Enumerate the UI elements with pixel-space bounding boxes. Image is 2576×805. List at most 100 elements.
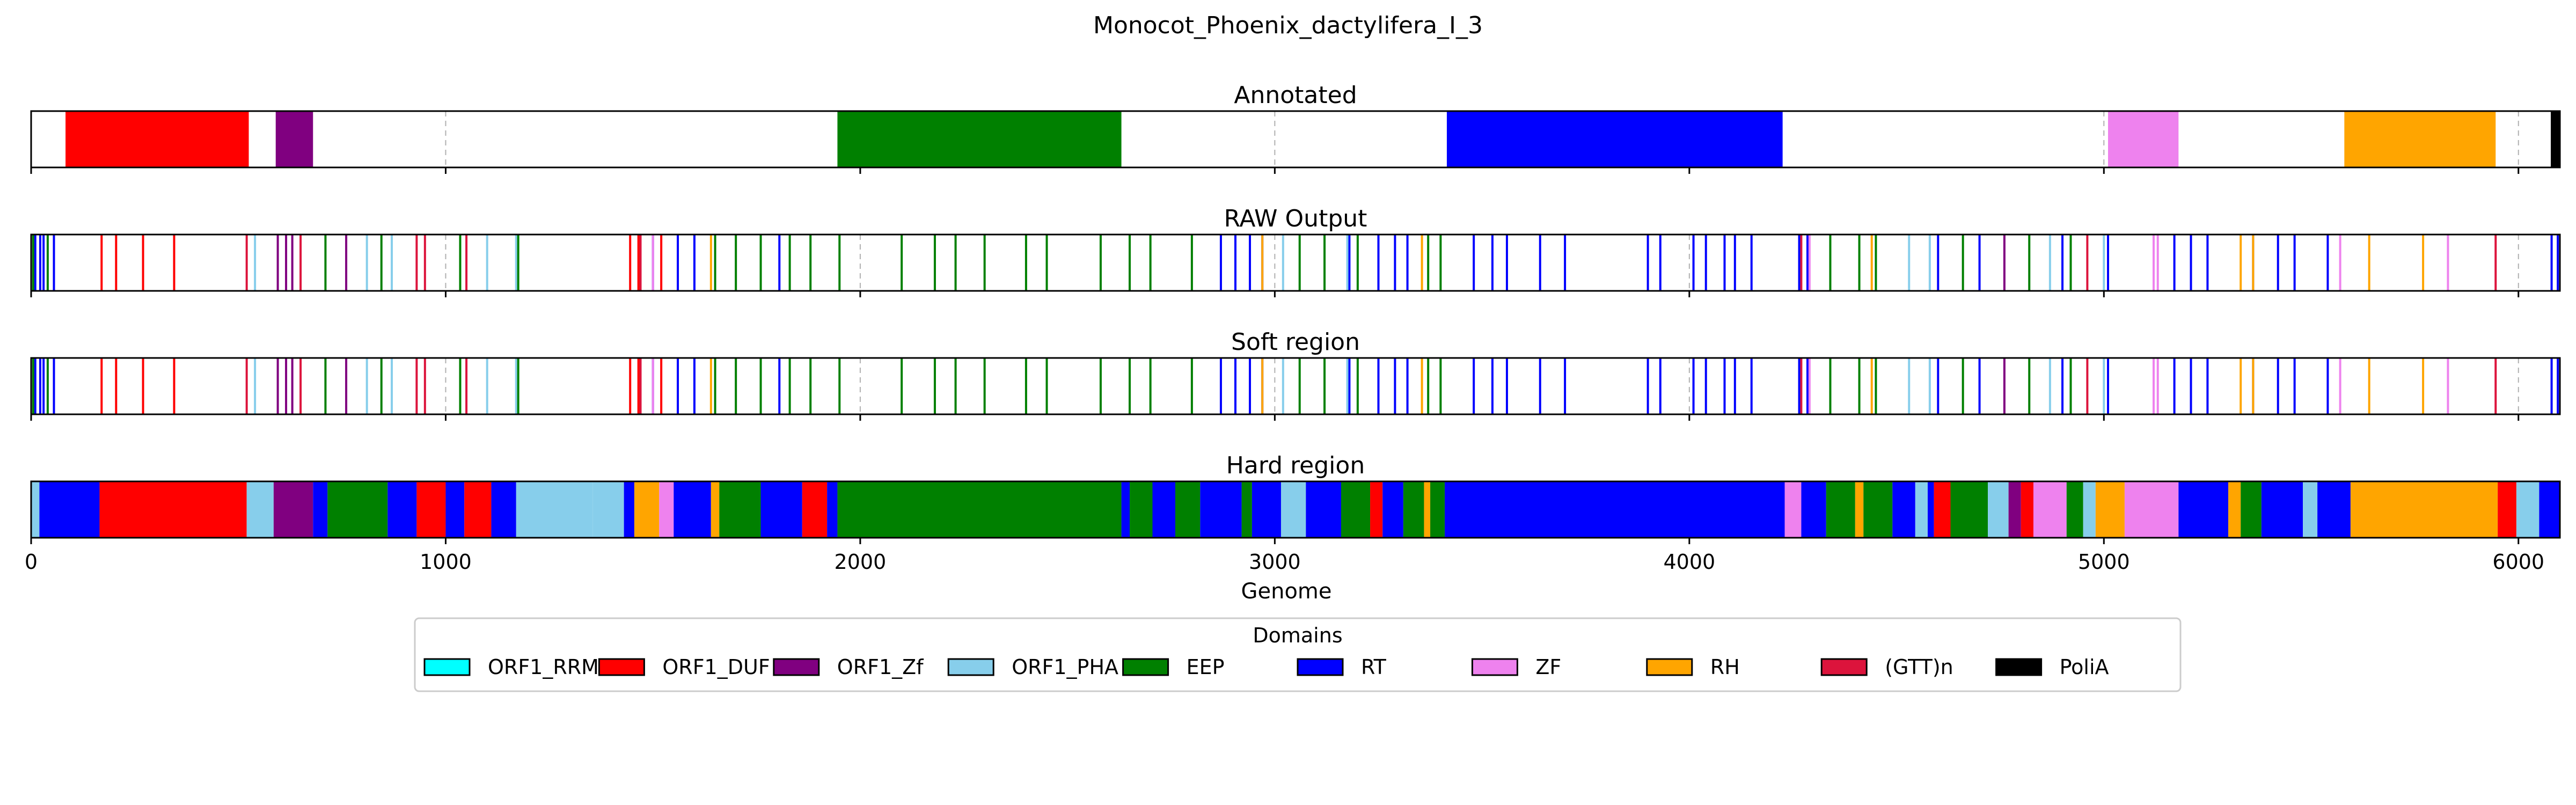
segment-rt — [1928, 481, 1934, 538]
segment-rt — [2317, 481, 2351, 538]
segment-eep — [837, 111, 1122, 167]
segment-rt — [1252, 481, 1281, 538]
segment-orf1-duf — [464, 481, 492, 538]
segment-orf1-duf — [1934, 481, 1951, 538]
segment-orf1-duf — [1370, 481, 1383, 538]
segment-eep — [1241, 481, 1252, 538]
segment-rt — [39, 481, 100, 538]
segment-eep — [1826, 481, 1855, 538]
segment-eep — [1403, 481, 1424, 538]
segment-orf1-pha — [246, 481, 274, 538]
segment-rt — [1801, 481, 1826, 538]
panel-frame — [30, 480, 2561, 539]
segment-rt — [313, 481, 328, 538]
legend-box — [414, 617, 2182, 692]
legend-label: ZF — [1535, 655, 1561, 679]
segment-polia — [2551, 111, 2560, 167]
segment-rt — [827, 481, 838, 538]
segment-orf1-duf — [2498, 481, 2516, 538]
panel-frame — [30, 357, 2561, 415]
segment-orf1-pha — [516, 481, 593, 538]
segment-rh — [2350, 481, 2498, 538]
segment-rt — [760, 481, 802, 538]
legend-swatch — [1297, 658, 1344, 676]
x-tick-label: 4000 — [1663, 550, 1715, 574]
segment-orf1-pha — [2083, 481, 2096, 538]
segment-rt — [445, 481, 465, 538]
legend: Domains ORF1_RRM ORF1_DUF ORF1_Zf ORF1_PHA EE… — [414, 617, 2182, 692]
legend-entry-rh: RH — [1646, 655, 1740, 679]
segment-zf — [2124, 481, 2179, 538]
segment-orf1-duf — [65, 111, 249, 167]
segment-orf1-pha — [1915, 481, 1928, 538]
segment-orf1-duf — [2021, 481, 2033, 538]
segment-rt — [2178, 481, 2229, 538]
segment-orf1-zf — [273, 481, 313, 538]
segment-orf1-zf — [275, 111, 313, 167]
legend-swatch — [947, 658, 994, 676]
legend-swatch — [1471, 658, 1518, 676]
segment-orf1-duf — [802, 481, 828, 538]
panel-title: RAW Output — [1224, 205, 1367, 232]
panel-title: Soft region — [1231, 328, 1360, 356]
segment-rt — [674, 481, 711, 538]
legend-label: RT — [1361, 655, 1387, 679]
panel-title: Annotated — [1234, 82, 1357, 109]
segment-rt — [387, 481, 417, 538]
segment-eep — [2066, 481, 2083, 538]
segment-rh — [2344, 111, 2496, 167]
segment-orf1-pha — [1988, 481, 2009, 538]
segment-rt — [1121, 481, 1130, 538]
legend-label: ORF1_DUF — [662, 655, 770, 679]
segment-zf — [2033, 481, 2067, 538]
legend-entry-orf1-pha: ORF1_PHA — [947, 655, 1118, 679]
segment-eep — [2241, 481, 2262, 538]
panel-raw-output: RAW Output — [30, 205, 2561, 297]
segment-orf1-pha — [31, 481, 40, 538]
segment-orf1-pha — [2516, 481, 2540, 538]
segment-orf1-zf — [2008, 481, 2021, 538]
segment-rh — [1855, 481, 1864, 538]
legend-entry-rt: RT — [1297, 655, 1387, 679]
segment-eep — [327, 481, 388, 538]
legend-swatch — [1820, 658, 1868, 676]
legend-swatch — [773, 658, 820, 676]
panel-title: Hard region — [1226, 452, 1365, 479]
panels: Annotated RAW Output Soft region Hard regio… — [30, 82, 2561, 544]
x-tick-label: 6000 — [2492, 550, 2544, 574]
x-axis: 0 1000 2000 3000 4000 5000 6000 — [25, 550, 2544, 574]
segment-rt — [1892, 481, 1915, 538]
segment-rh — [1424, 481, 1431, 538]
segment-zf — [2108, 111, 2179, 167]
chart-title: Monocot_Phoenix_dactylifera_I_3 — [1093, 12, 1483, 39]
legend-swatch — [423, 658, 471, 676]
x-tick-label: 0 — [25, 550, 38, 574]
legend-entry-orf1-rrm: ORF1_RRM — [423, 655, 599, 679]
segment-rt — [1382, 481, 1403, 538]
segment-eep — [1341, 481, 1371, 538]
segment-eep — [1130, 481, 1153, 538]
x-tick-label: 1000 — [420, 550, 472, 574]
x-tick-label: 3000 — [1249, 550, 1301, 574]
segment-eep — [837, 481, 1122, 538]
segment-rt — [624, 481, 634, 538]
legend-entry-polia: PoliA — [1995, 655, 2109, 679]
segment-rt — [1445, 481, 1785, 538]
legend-label: ORF1_Zf — [837, 655, 924, 679]
panel-soft-region: Soft region — [30, 328, 2561, 421]
segment-rt — [1306, 481, 1341, 538]
legend-label: (GTT)n — [1885, 655, 1953, 679]
segment-rt — [1152, 481, 1175, 538]
legend-entry-zf: ZF — [1471, 655, 1561, 679]
x-axis-label: Genome — [1241, 579, 1331, 604]
legend-label: RH — [1710, 655, 1740, 679]
panel-hard-region: Hard region — [30, 452, 2561, 544]
segment-rh — [711, 481, 720, 538]
segment-orf1-duf — [99, 481, 247, 538]
segment-rt — [2261, 481, 2303, 538]
legend-entry-eep: EEP — [1122, 655, 1225, 679]
segment-rt — [2539, 481, 2560, 538]
segment-eep — [1950, 481, 1988, 538]
legend-label: PoliA — [2060, 655, 2109, 679]
